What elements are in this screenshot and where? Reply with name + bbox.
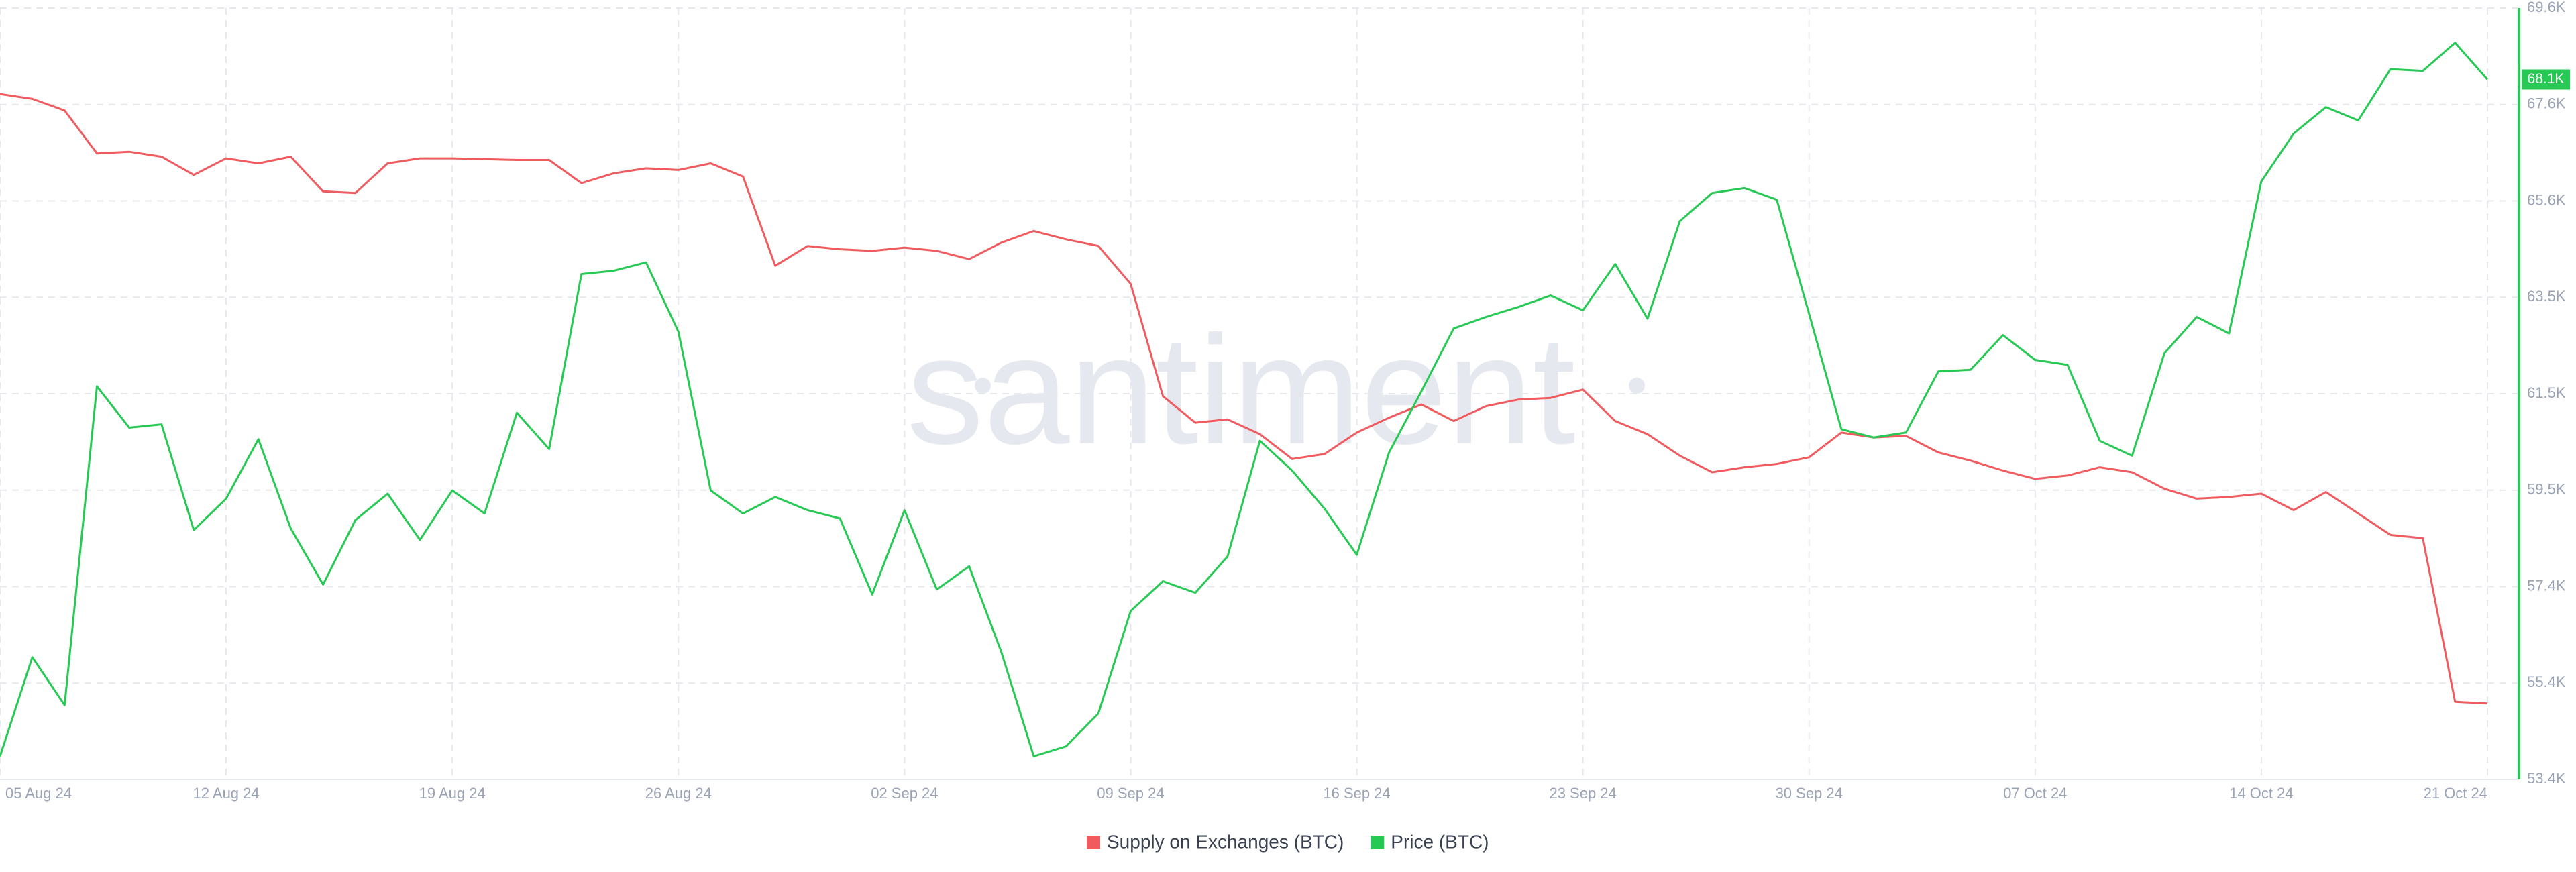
legend: Supply on Exchanges (BTC) Price (BTC): [1087, 831, 1489, 852]
y-tick-label: 63.5K: [2527, 288, 2566, 305]
legend-swatch: [1371, 836, 1385, 849]
x-tick-label: 14 Oct 24: [2229, 785, 2293, 802]
x-tick-label: 23 Sep 24: [1549, 785, 1616, 802]
legend-label: Supply on Exchanges (BTC): [1107, 831, 1344, 852]
watermark-dot: [1629, 378, 1645, 394]
x-tick-label: 26 Aug 24: [645, 785, 712, 802]
y-tick-label: 65.6K: [2527, 191, 2566, 208]
y-tick-label: 59.5K: [2527, 481, 2566, 498]
x-tick-label: 21 Oct 24: [2424, 785, 2487, 802]
y-tick-label: 53.4K: [2527, 770, 2566, 787]
current-value-box: [2522, 69, 2570, 90]
x-tick-label: 19 Aug 24: [419, 785, 486, 802]
x-tick-label: 16 Sep 24: [1323, 785, 1390, 802]
legend-swatch: [1087, 836, 1100, 849]
x-tick-label: 07 Oct 24: [2003, 785, 2067, 802]
series-line: [0, 42, 2489, 757]
y-tick-label: 61.5K: [2527, 384, 2566, 401]
series-line: [0, 93, 2488, 705]
x-tick-label: 05 Aug 24: [5, 785, 72, 802]
watermark-dot: [975, 378, 991, 394]
x-tick-label: 12 Aug 24: [193, 785, 260, 802]
legend-label: Price (BTC): [1391, 831, 1489, 852]
x-tick-label: 09 Sep 24: [1097, 785, 1164, 802]
x-tick-label: 30 Sep 24: [1776, 785, 1843, 802]
x-tick-label: 02 Sep 24: [871, 785, 938, 802]
watermark: santiment: [906, 304, 1575, 476]
y-tick-label: 55.4K: [2527, 673, 2566, 690]
current-value-label: 68.1K: [2528, 71, 2565, 87]
y-tick-label: 69.6K: [2527, 0, 2566, 15]
y-tick-label: 57.4K: [2527, 577, 2566, 594]
y-tick-label: 67.6K: [2527, 95, 2566, 112]
